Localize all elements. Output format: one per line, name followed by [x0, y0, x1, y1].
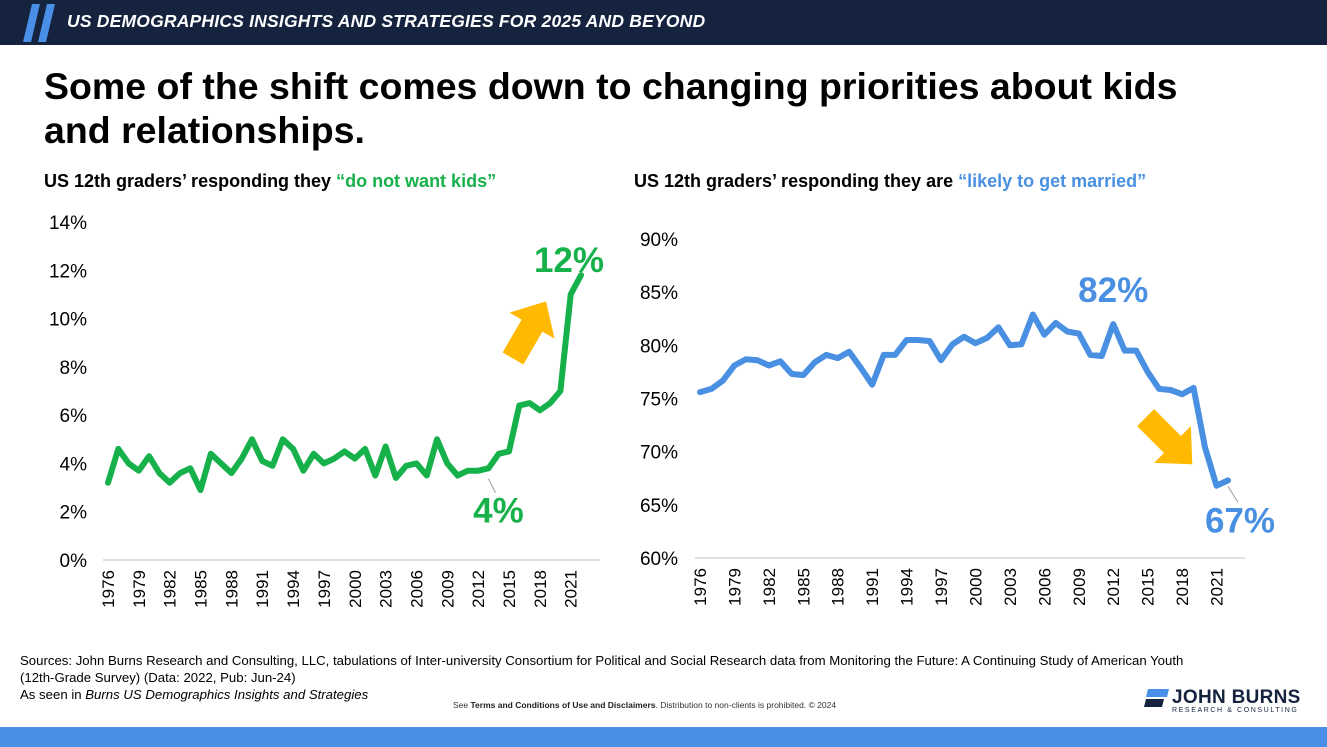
married-series-line: [697, 311, 1231, 489]
kids-x-tick-label: 1976: [99, 570, 118, 608]
kids-x-tick-label: 1982: [161, 570, 180, 608]
john-burns-logo: JOHN BURNS RESEARCH & CONSULTING: [1143, 687, 1303, 717]
kids-series-line: [105, 272, 584, 493]
married-x-tick-label: 1988: [829, 568, 848, 606]
married-x-tick-label: 2012: [1104, 568, 1123, 606]
kids-x-tick-label: 1991: [253, 570, 272, 608]
marriage-line-chart: 60% 65% 70% 75% 80% 85% 90% 1976 1979 1982 1985 198…: [640, 230, 1275, 606]
right-subtitle-highlight: “likely to get married”: [958, 171, 1147, 191]
kids-trend-arrow-icon: [502, 301, 555, 365]
kids-x-tick-label: 1997: [315, 570, 334, 608]
kids-y-tick-label: 6%: [60, 406, 88, 427]
married-x-tick-label: 2003: [1001, 568, 1020, 606]
kids-x-tick-label: 1985: [192, 570, 211, 608]
footer-bar: [0, 727, 1327, 747]
kids-y-tick-label: 10%: [49, 310, 87, 331]
kids-x-tick-label: 2018: [531, 570, 550, 608]
page-headline: Some of the shift comes down to changing…: [44, 65, 1178, 151]
header-stripes-icon: [23, 4, 55, 42]
married-y-tick-label: 70%: [640, 443, 678, 464]
kids-x-tick-label: 2000: [346, 570, 365, 608]
married-y-tick-label: 75%: [640, 390, 678, 411]
sources-line-1: Sources: John Burns Research and Consult…: [20, 653, 1184, 685]
married-x-tick-label: 2000: [966, 568, 985, 606]
left-subtitle-highlight: “do not want kids”: [336, 171, 497, 191]
header-title: US DEMOGRAPHICS INSIGHTS AND STRATEGIES …: [67, 11, 706, 31]
married-y-tick-label: 90%: [640, 230, 678, 251]
kids-x-tick-label: 1979: [130, 570, 149, 608]
married-annotation-leader: [1227, 486, 1239, 503]
married-x-tick-label: 2015: [1139, 568, 1158, 606]
married-x-tick-label: 1994: [898, 568, 917, 606]
right-chart-subtitle: US 12th graders’ responding they are “li…: [634, 171, 1146, 192]
kids-y-tick-label: 8%: [60, 358, 88, 379]
logo-mark-icon: [1144, 689, 1169, 707]
married-x-tick-label: 1976: [691, 568, 710, 606]
left-chart-subtitle: US 12th graders’ responding they “do not…: [44, 171, 496, 192]
kids-x-tick-label: 2009: [438, 570, 457, 608]
sources-line-2-title: Burns US Demographics Insights and Strat…: [85, 687, 369, 702]
kids-x-tick-label: 2012: [469, 570, 488, 608]
kids-y-tick-label: 12%: [49, 261, 87, 282]
married-x-tick-label: 1985: [794, 568, 813, 606]
married-y-tick-label: 85%: [640, 283, 678, 304]
kids-x-tick-label: 2021: [562, 570, 581, 608]
married-x-tick-label: 2018: [1173, 568, 1192, 606]
married-x-tick-label: 1991: [863, 568, 882, 606]
married-y-tick-label: 60%: [640, 549, 678, 570]
married-trend-arrow-icon: [1137, 409, 1193, 465]
married-x-tick-label: 2006: [1035, 568, 1054, 606]
logo-name: JOHN BURNS: [1172, 687, 1301, 708]
married-y-tick-label: 80%: [640, 336, 678, 357]
sources-line-2: As seen in Burns US Demographics Insight…: [20, 686, 1220, 703]
header-bar: US DEMOGRAPHICS INSIGHTS AND STRATEGIES …: [0, 0, 1327, 45]
sources-note: Sources: John Burns Research and Consult…: [20, 652, 1220, 703]
sources-line-2-prefix: As seen in: [20, 687, 86, 702]
kids-y-tick-label: 0%: [60, 551, 88, 572]
kids-y-tick-label: 14%: [49, 213, 87, 234]
married-annotation-label: 67%: [1205, 501, 1275, 540]
married-y-tick-label: 65%: [640, 496, 678, 517]
terms-suffix: . Distribution to non-clients is prohibi…: [655, 700, 837, 710]
married-x-tick-label: 1979: [725, 568, 744, 606]
right-subtitle-prefix: US 12th graders’ responding they are: [634, 171, 959, 191]
terms-note: See Terms and Conditions of Use and Disc…: [453, 700, 836, 710]
kids-line-chart: 0% 2% 4% 6% 8% 10% 12% 14% 1976 1979 1982 1985 1988 1…: [49, 213, 604, 608]
kids-x-tick-label: 1988: [222, 570, 241, 608]
left-subtitle-prefix: US 12th graders’ responding they: [44, 171, 337, 191]
married-x-tick-label: 1982: [760, 568, 779, 606]
married-x-tick-label: 1997: [932, 568, 951, 606]
kids-x-tick-label: 1994: [284, 570, 303, 608]
kids-x-tick-label: 2003: [377, 570, 396, 608]
married-annotation-label: 82%: [1078, 271, 1148, 310]
kids-x-tick-label: 2015: [500, 570, 519, 608]
kids-annotation-label: 12%: [534, 241, 604, 280]
married-x-tick-label: 2021: [1208, 568, 1227, 606]
terms-prefix: See: [453, 700, 471, 710]
kids-annotation-leader: [488, 478, 496, 493]
terms-link[interactable]: Terms and Conditions of Use and Disclaim…: [470, 700, 656, 710]
married-x-tick-label: 2009: [1070, 568, 1089, 606]
kids-y-tick-label: 4%: [60, 454, 88, 475]
kids-annotation-label: 4%: [473, 492, 524, 531]
logo-subtitle: RESEARCH & CONSULTING: [1172, 707, 1299, 714]
kids-x-tick-label: 2006: [407, 570, 426, 608]
kids-y-tick-label: 2%: [60, 503, 88, 524]
